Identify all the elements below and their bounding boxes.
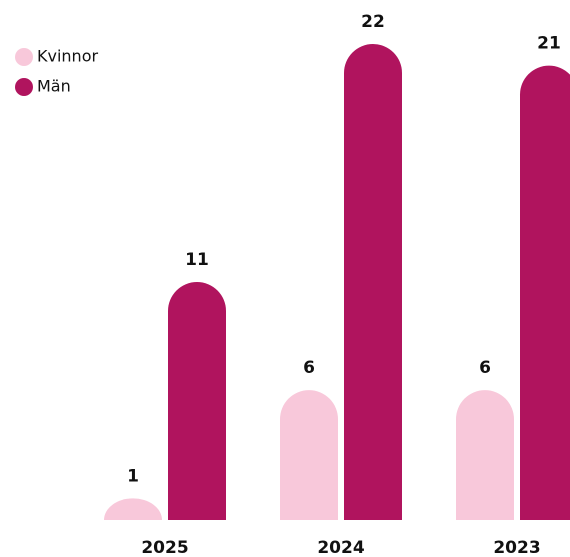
x-tick-label: 2025 [141,538,188,557]
value-label: 11 [185,250,209,270]
value-label: 6 [479,358,491,378]
value-label: 21 [537,34,561,54]
bar [344,44,402,520]
bar [168,282,226,520]
legend-swatch [15,78,33,96]
value-label: 1 [127,466,139,486]
value-label: 6 [303,358,315,378]
bar [280,390,338,520]
bar [456,390,514,520]
legend-label: Kvinnor [37,47,98,66]
value-label: 22 [361,12,385,32]
x-tick-label: 2023 [493,538,540,557]
legend-swatch [15,48,33,66]
x-tick-label: 2024 [317,538,364,557]
bar [520,65,570,520]
legend-label: Män [37,77,71,96]
bar [104,498,162,520]
